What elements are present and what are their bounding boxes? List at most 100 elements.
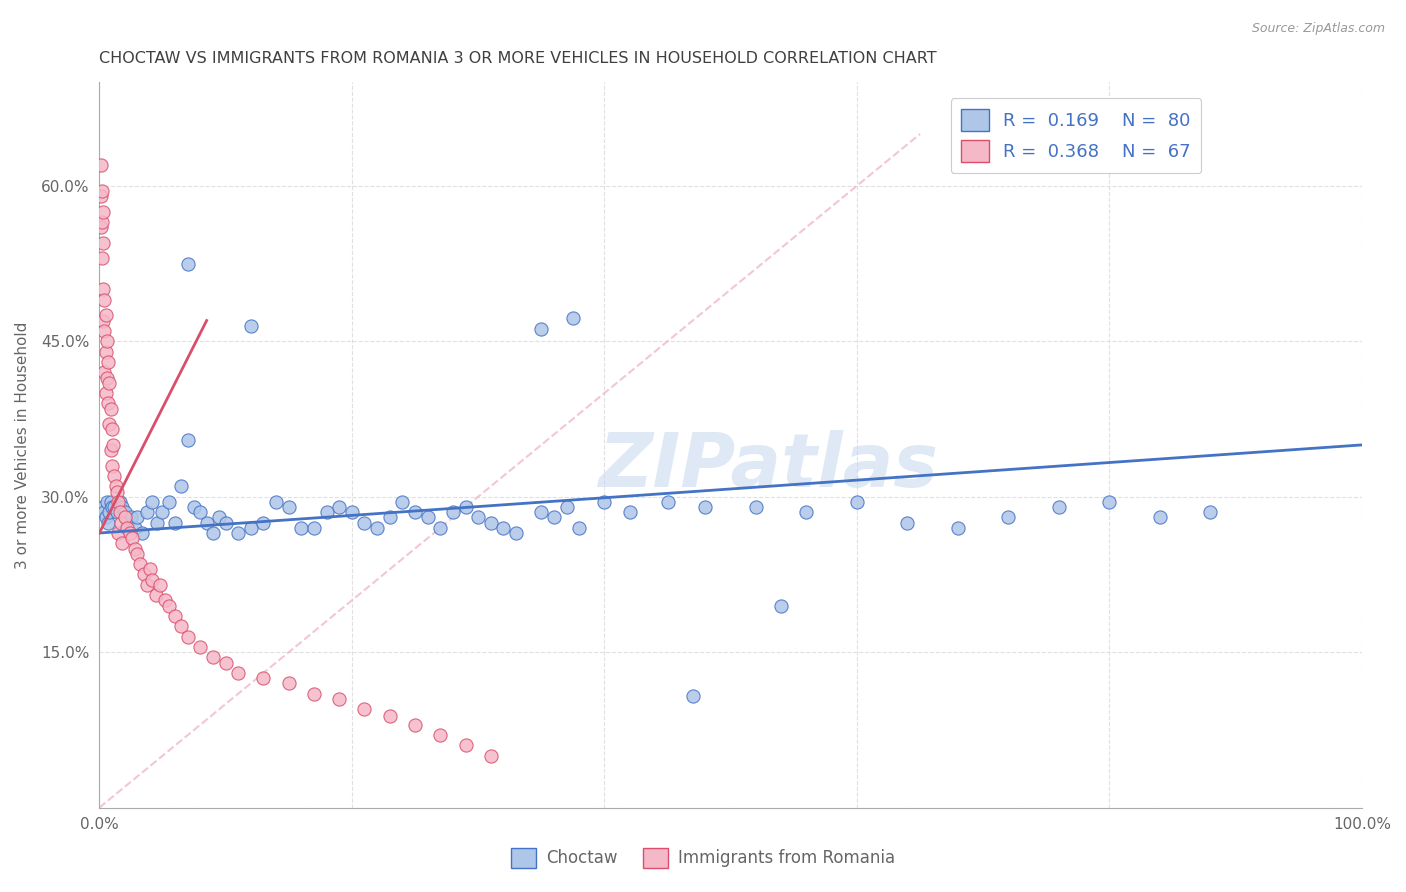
Point [328,691,350,706]
Point [91,282,114,296]
Point [1174,158,1197,172]
Point [100,495,122,509]
Point [90,220,112,235]
Point [188,640,211,654]
Y-axis label: 3 or more Vehicles in Household: 3 or more Vehicles in Household [15,321,30,568]
Point [353,516,375,530]
Point [97,516,120,530]
Point [90,252,112,266]
Point [103,500,125,514]
Point [226,526,249,541]
Point [845,495,868,509]
Point [561,311,583,326]
Point [530,322,553,336]
Point [111,536,134,550]
Point [157,495,180,509]
Point [115,521,138,535]
Point [201,526,224,541]
Point [121,531,143,545]
Point [353,702,375,716]
Point [682,689,704,703]
Point [264,495,287,509]
Point [165,516,187,530]
Point [252,671,274,685]
Point [290,521,312,535]
Point [252,516,274,530]
Point [105,484,128,499]
Point [91,235,114,250]
Point [404,505,426,519]
Point [315,505,337,519]
Point [378,709,401,723]
Point [141,573,163,587]
Point [91,204,114,219]
Point [97,396,120,410]
Point [136,578,159,592]
Point [378,510,401,524]
Point [302,687,325,701]
Point [114,510,136,524]
Point [896,516,918,530]
Point [568,521,591,535]
Point [127,547,149,561]
Point [429,728,451,742]
Point [108,505,131,519]
Point [416,510,439,524]
Point [90,158,112,172]
Legend: R =  0.169    N =  80, R =  0.368    N =  67: R = 0.169 N = 80, R = 0.368 N = 67 [950,98,1202,173]
Point [530,505,553,519]
Point [107,526,129,541]
Point [136,505,159,519]
Point [153,593,176,607]
Point [100,443,122,458]
Point [492,521,515,535]
Point [391,495,413,509]
Point [91,313,114,327]
Point [152,505,174,519]
Point [195,516,218,530]
Point [111,500,134,514]
Point [277,676,299,690]
Point [201,650,224,665]
Point [505,526,527,541]
Point [98,376,121,390]
Point [239,521,262,535]
Point [93,505,115,519]
Point [98,417,121,432]
Point [745,500,768,514]
Point [404,718,426,732]
Point [141,495,163,509]
Point [124,521,146,535]
Point [127,510,149,524]
Point [593,495,616,509]
Point [277,500,299,514]
Point [302,521,325,535]
Point [177,433,200,447]
Point [454,739,477,753]
Text: Source: ZipAtlas.com: Source: ZipAtlas.com [1251,22,1385,36]
Point [1199,505,1222,519]
Point [96,495,118,509]
Point [97,355,120,369]
Point [93,293,115,307]
Point [366,521,388,535]
Point [183,500,205,514]
Point [93,324,115,338]
Point [103,438,125,452]
Point [103,469,125,483]
Point [157,599,180,613]
Point [90,184,112,198]
Point [657,495,679,509]
Point [131,526,153,541]
Point [145,588,167,602]
Point [328,500,350,514]
Point [146,516,169,530]
Point [796,505,818,519]
Point [170,479,193,493]
Point [479,516,502,530]
Point [619,505,641,519]
Point [555,500,578,514]
Point [100,401,122,416]
Point [149,578,172,592]
Point [479,748,502,763]
